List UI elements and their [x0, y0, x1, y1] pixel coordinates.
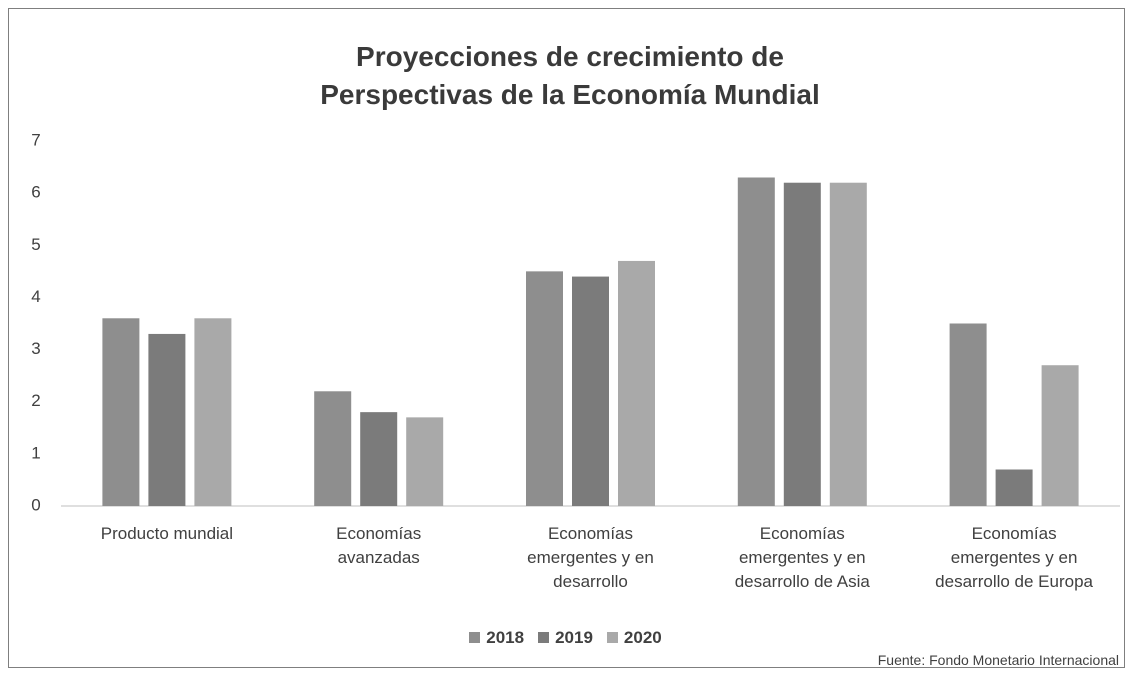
x-tick-label: Economías emergentes y en desarrollo de …: [734, 524, 870, 591]
y-tick-label: 3: [31, 339, 40, 358]
y-tick-label: 5: [31, 235, 40, 254]
bar: [526, 271, 563, 506]
legend-swatch: [606, 632, 618, 643]
chart-title: Proyecciones de crecimiento de Perspecti…: [320, 41, 820, 110]
legend: 2018 2019 2020: [0, 628, 1131, 648]
legend-label: 2020: [623, 628, 662, 647]
legend-label: 2018: [486, 628, 525, 647]
legend-swatch: [469, 632, 481, 643]
legend-swatch: [538, 632, 550, 643]
chart-frame: [8, 8, 1125, 668]
bar: [360, 412, 398, 506]
bar: [949, 323, 987, 506]
y-tick-label: 4: [31, 287, 40, 306]
bar: [783, 182, 821, 506]
bar: [1041, 365, 1079, 506]
legend-item: 2019: [538, 628, 593, 648]
bar: [618, 260, 655, 506]
bar: [194, 318, 232, 506]
bar: [314, 391, 352, 506]
x-tick-label: Economías emergentes y en desarrollo: [527, 524, 654, 591]
source-note: Fuente: Fondo Monetario Internacional: [877, 652, 1119, 668]
legend-item: 2018: [469, 628, 524, 648]
x-tick-label: Economías emergentes y en desarrollo de …: [935, 524, 1093, 591]
bar: [995, 469, 1033, 506]
bar: [102, 318, 140, 506]
y-tick-label: 1: [31, 443, 40, 462]
x-tick-label: Producto mundial: [100, 524, 234, 543]
bar: [829, 182, 867, 506]
y-tick-label: 6: [31, 183, 40, 202]
bar: [148, 333, 186, 506]
bar: [572, 276, 609, 506]
bar: [737, 177, 775, 506]
y-tick-label: 0: [31, 495, 40, 514]
y-tick-label: 7: [31, 130, 40, 149]
legend-item: 2020: [606, 628, 662, 648]
y-tick-label: 2: [31, 391, 40, 410]
bar: [406, 417, 444, 506]
legend-label: 2019: [555, 628, 593, 647]
x-tick-label: Economías avanzadas: [336, 524, 422, 567]
